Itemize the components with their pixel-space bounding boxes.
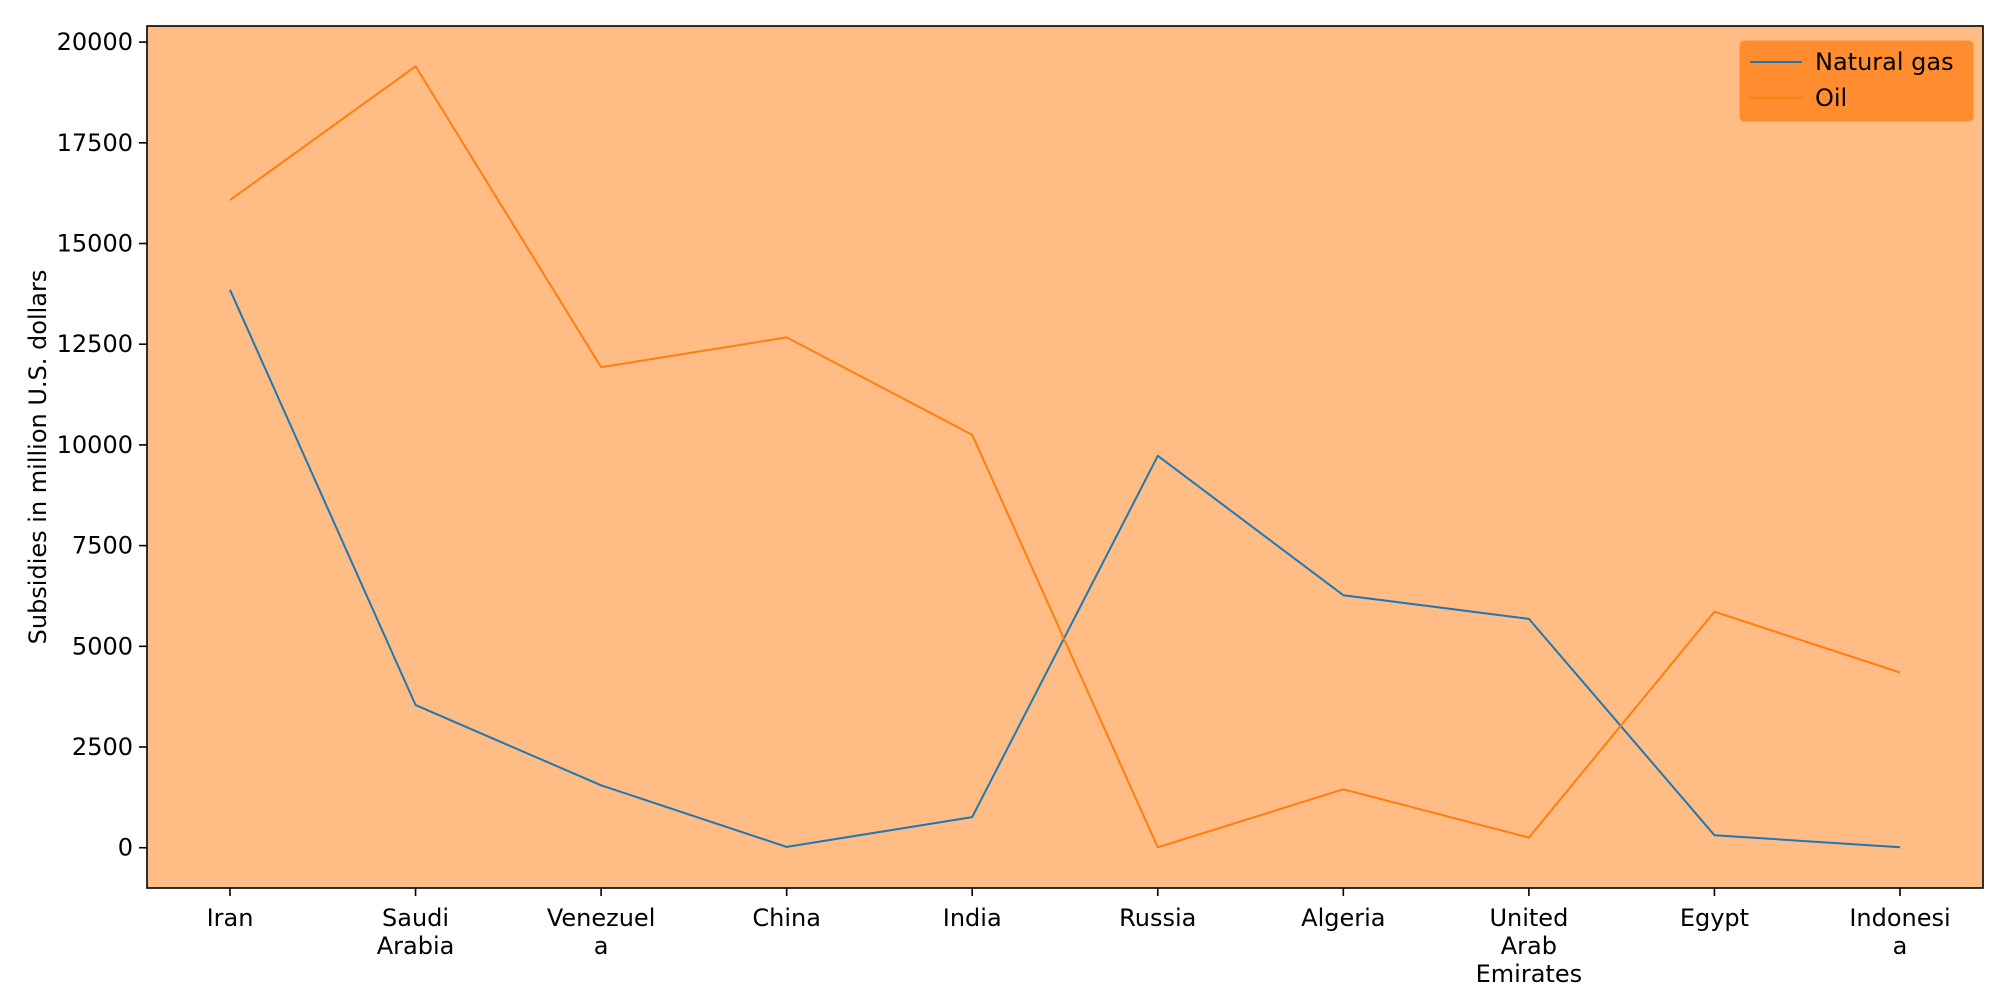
legend-label: Oil	[1815, 84, 1847, 112]
x-tick-label: Venezuel a	[547, 904, 656, 960]
y-tick-label: 7500	[72, 532, 133, 560]
x-tick-label-line: Russia	[1119, 904, 1196, 932]
y-axis: 0 2500 5000 7500 10000 12500 15000 17500 20000	[57, 28, 147, 862]
y-tick-label: 2500	[72, 733, 133, 761]
y-tick-label: 12500	[57, 330, 133, 358]
x-tick-label-line: Egypt	[1680, 904, 1749, 932]
x-tick-label-line: Arabia	[377, 932, 455, 960]
legend-label: Natural gas	[1815, 48, 1954, 76]
x-tick-label: Algeria	[1301, 904, 1385, 932]
series-layer	[229, 65, 1901, 849]
x-tick-label-line: Venezuel	[547, 904, 656, 932]
x-tick-label-line: Iran	[207, 904, 254, 932]
x-tick-label-line: Algeria	[1301, 904, 1385, 932]
x-tick-label-line: Arab	[1501, 932, 1557, 960]
plot-area	[147, 26, 1983, 888]
x-tick-label-line: India	[943, 904, 1002, 932]
x-tick-label-line: United	[1489, 904, 1568, 932]
legend: Natural gas Oil	[1739, 40, 1974, 122]
x-tick-label-line: a	[1893, 932, 1908, 960]
y-axis-label: Subsidies in million U.S. dollars	[24, 270, 52, 645]
y-tick-label: 10000	[57, 431, 133, 459]
series-line-oil	[229, 65, 1901, 849]
x-tick-label-line: a	[594, 932, 609, 960]
y-tick-label: 17500	[57, 129, 133, 157]
plot-frame	[146, 25, 1984, 889]
y-tick-label: 0	[118, 834, 133, 862]
x-tick-label-line: Indonesi	[1849, 904, 1950, 932]
x-tick-label: India	[943, 904, 1002, 932]
series-line-natural-gas	[229, 289, 1901, 849]
x-tick-label: Iran	[207, 904, 254, 932]
x-tick-label-line: Saudi	[382, 904, 449, 932]
x-tick-label: United Arab Emirates	[1476, 904, 1582, 988]
x-tick-label-line: China	[752, 904, 821, 932]
y-tick-label: 5000	[72, 632, 133, 660]
x-tick-label-line: Emirates	[1476, 960, 1582, 988]
x-tick-label: Indonesi a	[1849, 904, 1950, 960]
y-tick-label: 15000	[57, 230, 133, 258]
x-tick-label: Saudi Arabia	[377, 904, 455, 960]
y-tick-label: 20000	[57, 28, 133, 56]
x-tick-label: Egypt	[1680, 904, 1749, 932]
x-tick-label: Russia	[1119, 904, 1196, 932]
x-tick-label: China	[752, 904, 821, 932]
